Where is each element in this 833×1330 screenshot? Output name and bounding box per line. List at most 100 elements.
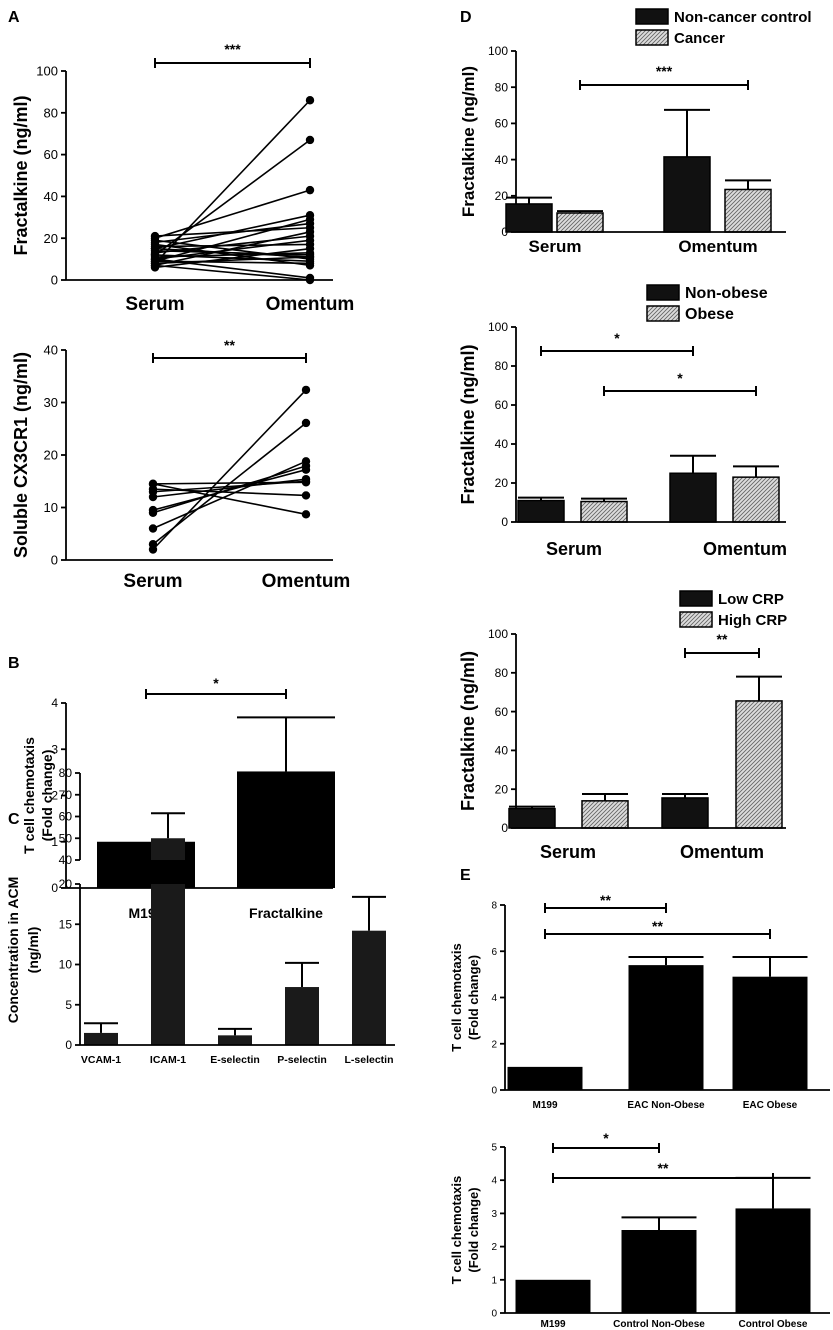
paired-line xyxy=(154,231,311,267)
legend-d2: Non-obese Obese xyxy=(646,284,768,323)
y-tick-label: 0 xyxy=(491,1309,497,1320)
paired-line xyxy=(154,264,311,281)
significance-label: *** xyxy=(224,41,241,57)
x-tick-label: ICAM-1 xyxy=(150,1054,186,1066)
y-axis-d3: 0 20 40 60 80 100 xyxy=(488,627,517,835)
x-tick-label: Control Non-Obese xyxy=(613,1319,705,1330)
x-tick-label: M199 xyxy=(532,1100,557,1111)
x-tick-label: Serum xyxy=(529,237,582,256)
plot-area-d1 xyxy=(505,108,786,233)
y-axis-d1: 0 20 40 60 80 100 xyxy=(488,44,517,239)
data-point xyxy=(301,478,311,487)
legend-entry: Cancer xyxy=(674,30,725,47)
y-tick-label: 0 xyxy=(501,225,508,239)
bar xyxy=(352,930,386,1045)
y-tick-label: 10 xyxy=(59,958,73,972)
bar-solid xyxy=(669,472,717,523)
panel-letter-d: D xyxy=(460,9,472,26)
x-tick-label: E-selectin xyxy=(210,1054,260,1066)
bar xyxy=(151,838,185,860)
legend-swatch xyxy=(679,590,713,607)
x-tick-label: Omentum xyxy=(266,294,355,315)
paired-line xyxy=(154,247,311,258)
paired-line xyxy=(152,481,307,485)
paired-line xyxy=(154,243,311,267)
significance-bracket: ** xyxy=(544,892,667,913)
y-axis-title-line-2: (Fold change) xyxy=(466,1187,481,1272)
paired-line xyxy=(154,243,311,248)
data-point xyxy=(305,185,315,195)
significance-label: ** xyxy=(717,631,728,647)
y-tick-label: 0 xyxy=(51,553,58,568)
y-tick-label: 6 xyxy=(491,947,497,958)
legend-d1: Non-cancer control Cancer xyxy=(635,8,812,47)
y-tick-label: 100 xyxy=(488,320,508,334)
paired-line xyxy=(152,468,307,511)
data-point xyxy=(305,96,315,105)
paired-line xyxy=(154,254,311,262)
y-tick-label: 80 xyxy=(44,105,58,120)
legend-swatch xyxy=(646,284,680,301)
data-point xyxy=(305,252,315,262)
y-axis-e2: 0 1 2 3 4 5 xyxy=(491,1143,506,1320)
panel-letter-a: A xyxy=(8,9,20,26)
y-tick-label: 70 xyxy=(59,788,73,802)
paired-line xyxy=(152,460,307,530)
y-tick-label: 50 xyxy=(59,831,73,845)
y-tick-label: 40 xyxy=(44,189,58,204)
y-tick-label: 20 xyxy=(495,782,509,796)
y-tick-label: 10 xyxy=(44,500,58,515)
bar xyxy=(237,771,335,888)
significance-label: * xyxy=(614,330,620,346)
bar-solid xyxy=(508,807,556,829)
y-tick-label: 2 xyxy=(491,1242,497,1253)
panel-letter-c: C xyxy=(8,811,20,828)
y-tick-label: 2 xyxy=(491,1039,497,1050)
x-tick-label: Serum xyxy=(540,842,596,862)
x-tick-label: Omentum xyxy=(703,539,787,559)
x-tick-label: EAC Obese xyxy=(743,1100,798,1111)
panel-letter-e: E xyxy=(460,867,471,884)
paired-line xyxy=(152,483,307,516)
y-tick-label: 2 xyxy=(51,789,58,803)
paired-line xyxy=(154,189,311,239)
y-axis-a2: 0 10 20 30 40 xyxy=(44,343,67,568)
y-tick-label: 4 xyxy=(51,696,58,710)
x-tick-label: Fractalkine xyxy=(249,905,323,921)
bar-solid xyxy=(661,797,709,829)
y-tick-label: 20 xyxy=(44,231,58,246)
y-axis-c-lower: 0 5 10 15 20 xyxy=(59,877,81,1052)
y-axis-title-line-2: (Fold change) xyxy=(39,750,55,842)
y-axis-title-line-1: Concentration in ACM xyxy=(5,877,21,1023)
bar xyxy=(515,1279,591,1313)
y-axis-e1: 0 2 4 6 8 xyxy=(491,901,506,1097)
significance-bracket: ** xyxy=(552,1160,774,1183)
bar-solid xyxy=(505,203,553,233)
significance-bracket: ** xyxy=(152,337,307,363)
data-point xyxy=(301,385,311,395)
paired-line xyxy=(154,222,311,244)
y-tick-label: 80 xyxy=(495,80,509,94)
y-tick-label: 1 xyxy=(51,835,58,849)
legend-swatch xyxy=(679,611,713,628)
significance-label: *** xyxy=(656,63,673,79)
y-tick-label: 80 xyxy=(59,766,73,780)
panel-letter-b: B xyxy=(8,655,20,672)
significance-bracket: * xyxy=(145,675,287,699)
y-axis-b: 0 1 2 3 4 xyxy=(51,696,67,895)
x-tick-label: Serum xyxy=(123,571,182,592)
data-point xyxy=(301,465,311,474)
y-tick-label: 100 xyxy=(488,627,508,641)
paired-line xyxy=(154,139,311,256)
bar-hatched xyxy=(580,500,628,523)
y-axis-title: Fractalkine (ng/ml) xyxy=(11,95,31,255)
y-tick-label: 5 xyxy=(491,1143,497,1154)
y-axis-title: Fractalkine (ng/ml) xyxy=(458,651,478,811)
bar xyxy=(628,965,704,1090)
data-point xyxy=(305,275,315,285)
y-tick-label: 80 xyxy=(495,666,509,680)
y-tick-label: 30 xyxy=(44,395,58,410)
significance-bracket: * xyxy=(540,330,694,356)
y-tick-label: 80 xyxy=(495,359,509,373)
